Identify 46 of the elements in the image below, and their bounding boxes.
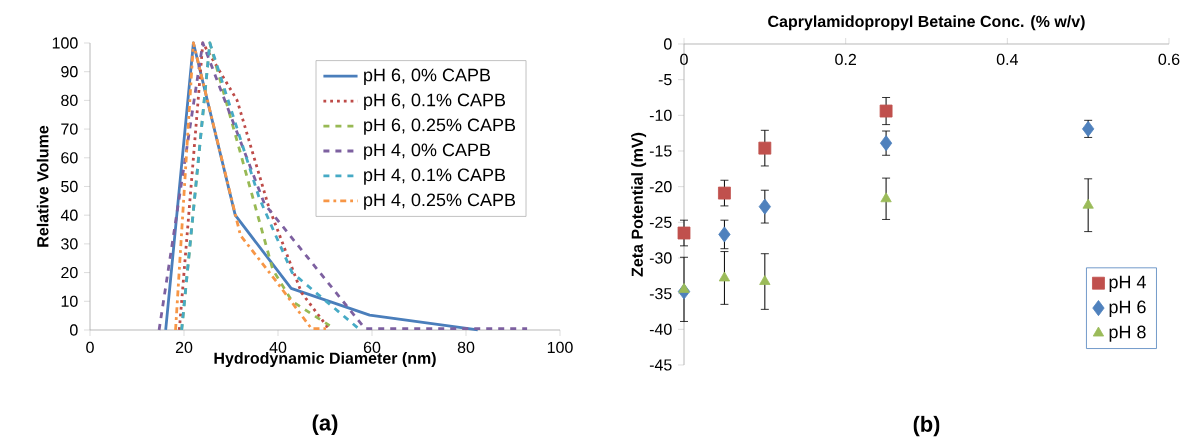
y-tick-label: 80 xyxy=(61,94,78,107)
y-tick-label: -20 xyxy=(649,181,672,193)
y-tick-label: -30 xyxy=(649,252,672,264)
y-tick-label: -15 xyxy=(649,145,672,157)
y-tick-label: 0 xyxy=(70,324,78,336)
x-tick-label: 0 xyxy=(680,53,688,66)
y-axis-title: Zeta Potential (mV) xyxy=(631,132,647,277)
legend-label: pH 4, 0% CAPB xyxy=(364,143,491,160)
y-tick-label: 60 xyxy=(61,152,78,164)
y-tick-label: 100 xyxy=(52,37,78,49)
x-axis-title: Hydrodynamic Diameter (nm) xyxy=(214,352,436,368)
x-tick-label: 100 xyxy=(547,341,573,354)
y-tick-label: 30 xyxy=(61,238,78,250)
x-tick-label: 60 xyxy=(363,341,381,354)
y-tick-label: -45 xyxy=(649,359,672,371)
legend-label: pH 8 xyxy=(1109,325,1146,342)
y-tick-label: 70 xyxy=(61,123,78,135)
x-tick-label: 80 xyxy=(457,341,475,354)
y-tick-label: 40 xyxy=(60,209,78,221)
y-tick-label: -5 xyxy=(658,74,672,86)
x-tick-label: 0.4 xyxy=(996,53,1018,66)
legend-label: pH 6, 0.1% CAPB xyxy=(364,93,506,110)
y-tick-label: 20 xyxy=(61,266,78,279)
y-tick-label: 0 xyxy=(664,38,672,50)
y-axis-title: Relative Volume xyxy=(36,125,49,247)
legend-label: pH 4, 0.1% CAPB xyxy=(364,168,506,185)
y-tick-label: 90 xyxy=(61,66,78,78)
y-tick-label: 50 xyxy=(61,180,78,193)
legend-label: pH 6, 0.25% CAPB xyxy=(364,118,516,135)
y-tick-label: -10 xyxy=(649,109,672,121)
x-tick-label: 0.2 xyxy=(835,53,856,66)
y-tick-label: -35 xyxy=(649,288,672,300)
x-tick-label: 0 xyxy=(86,341,94,354)
text: (a) xyxy=(312,414,338,435)
y-tick-label: -40 xyxy=(649,323,672,335)
x-axis-title: Caprylamidopropyl Betaine Conc. (% w/v) xyxy=(768,15,1085,31)
y-tick-label: 10 xyxy=(61,295,78,307)
legend-label: pH 6, 0% CAPB xyxy=(364,68,491,85)
x-tick-label: 0.6 xyxy=(1158,53,1180,66)
text: (b) xyxy=(913,415,940,437)
legend-label: pH 4, 0.25% CAPB xyxy=(364,193,516,210)
y-tick-label: -25 xyxy=(649,216,672,228)
x-tick-label: 20 xyxy=(175,341,193,354)
legend-label: pH 4 xyxy=(1109,275,1146,292)
legend-label: pH 6 xyxy=(1109,300,1146,317)
x-tick-label: 40 xyxy=(269,341,287,354)
